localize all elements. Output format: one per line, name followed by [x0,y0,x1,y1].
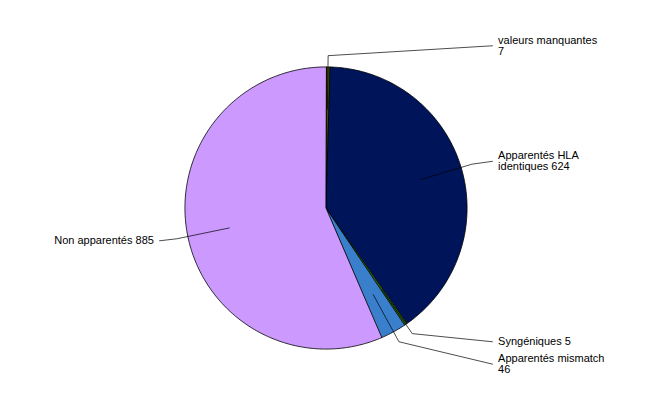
svg-text:Apparentés mismatch46: Apparentés mismatch46 [498,352,604,375]
svg-text:Syngéniques 5: Syngéniques 5 [498,335,571,347]
svg-text:valeurs manquantes7: valeurs manquantes7 [498,34,598,57]
svg-text:Non apparentés 885: Non apparentés 885 [54,234,154,246]
svg-text:Apparentés HLAidentiques 624: Apparentés HLAidentiques 624 [498,149,579,172]
